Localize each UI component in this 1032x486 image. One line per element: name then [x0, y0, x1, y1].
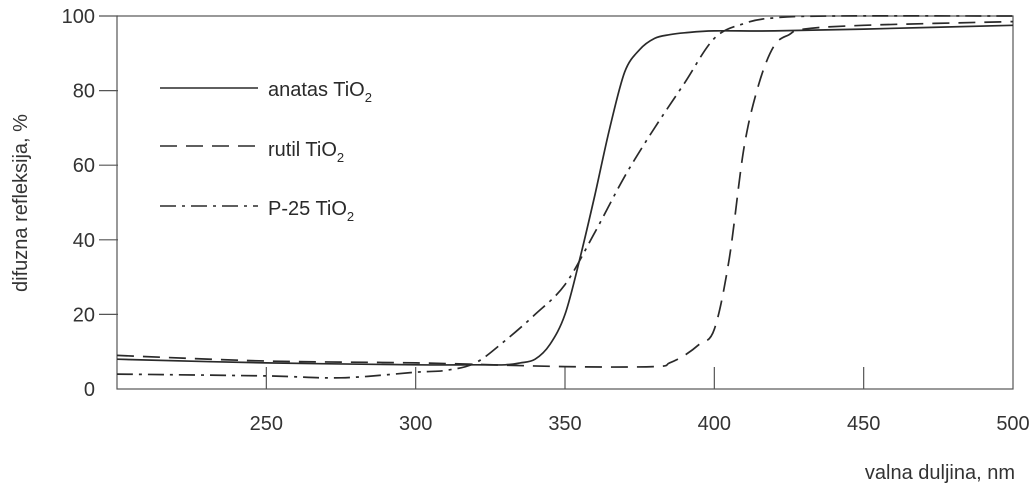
y-axis: 0 20 40 60 80 100 — [62, 6, 118, 401]
x-tick-label: 450 — [847, 413, 880, 435]
x-tick-label: 350 — [548, 413, 581, 435]
legend-label-p25: P-25 TiO2 — [268, 198, 354, 224]
legend-item-rutil: rutil TiO2 — [160, 139, 344, 165]
y-tick-label: 40 — [73, 230, 95, 252]
series-anatas-line — [116, 24, 1014, 366]
x-tick-label: 400 — [698, 413, 731, 435]
y-tick-label: 100 — [62, 6, 95, 28]
y-tick-label: 60 — [73, 155, 95, 177]
legend: anatas TiO2 rutil TiO2 P-25 TiO2 — [160, 79, 372, 224]
x-tick-label: 500 — [996, 413, 1029, 435]
y-tick-label: 80 — [73, 81, 95, 103]
x-tick-label: 300 — [399, 413, 432, 435]
x-axis-label: valna duljina, nm — [865, 462, 1015, 484]
series-rutil-line — [116, 20, 1014, 368]
legend-item-anatas: anatas TiO2 — [160, 79, 372, 105]
legend-label-anatas: anatas TiO2 — [268, 79, 372, 105]
plot-frame — [116, 15, 1014, 390]
x-axis: 250 300 350 400 450 500 — [250, 367, 1030, 435]
series-p25-line — [116, 15, 1014, 379]
legend-item-p25: P-25 TiO2 — [160, 198, 354, 224]
y-tick-label: 0 — [84, 379, 95, 401]
legend-label-rutil: rutil TiO2 — [268, 139, 344, 165]
x-tick-label: 250 — [250, 413, 283, 435]
y-tick-label: 20 — [73, 304, 95, 326]
series-layer — [116, 15, 1014, 379]
y-axis-label: difuzna refleksija, % — [10, 114, 32, 292]
